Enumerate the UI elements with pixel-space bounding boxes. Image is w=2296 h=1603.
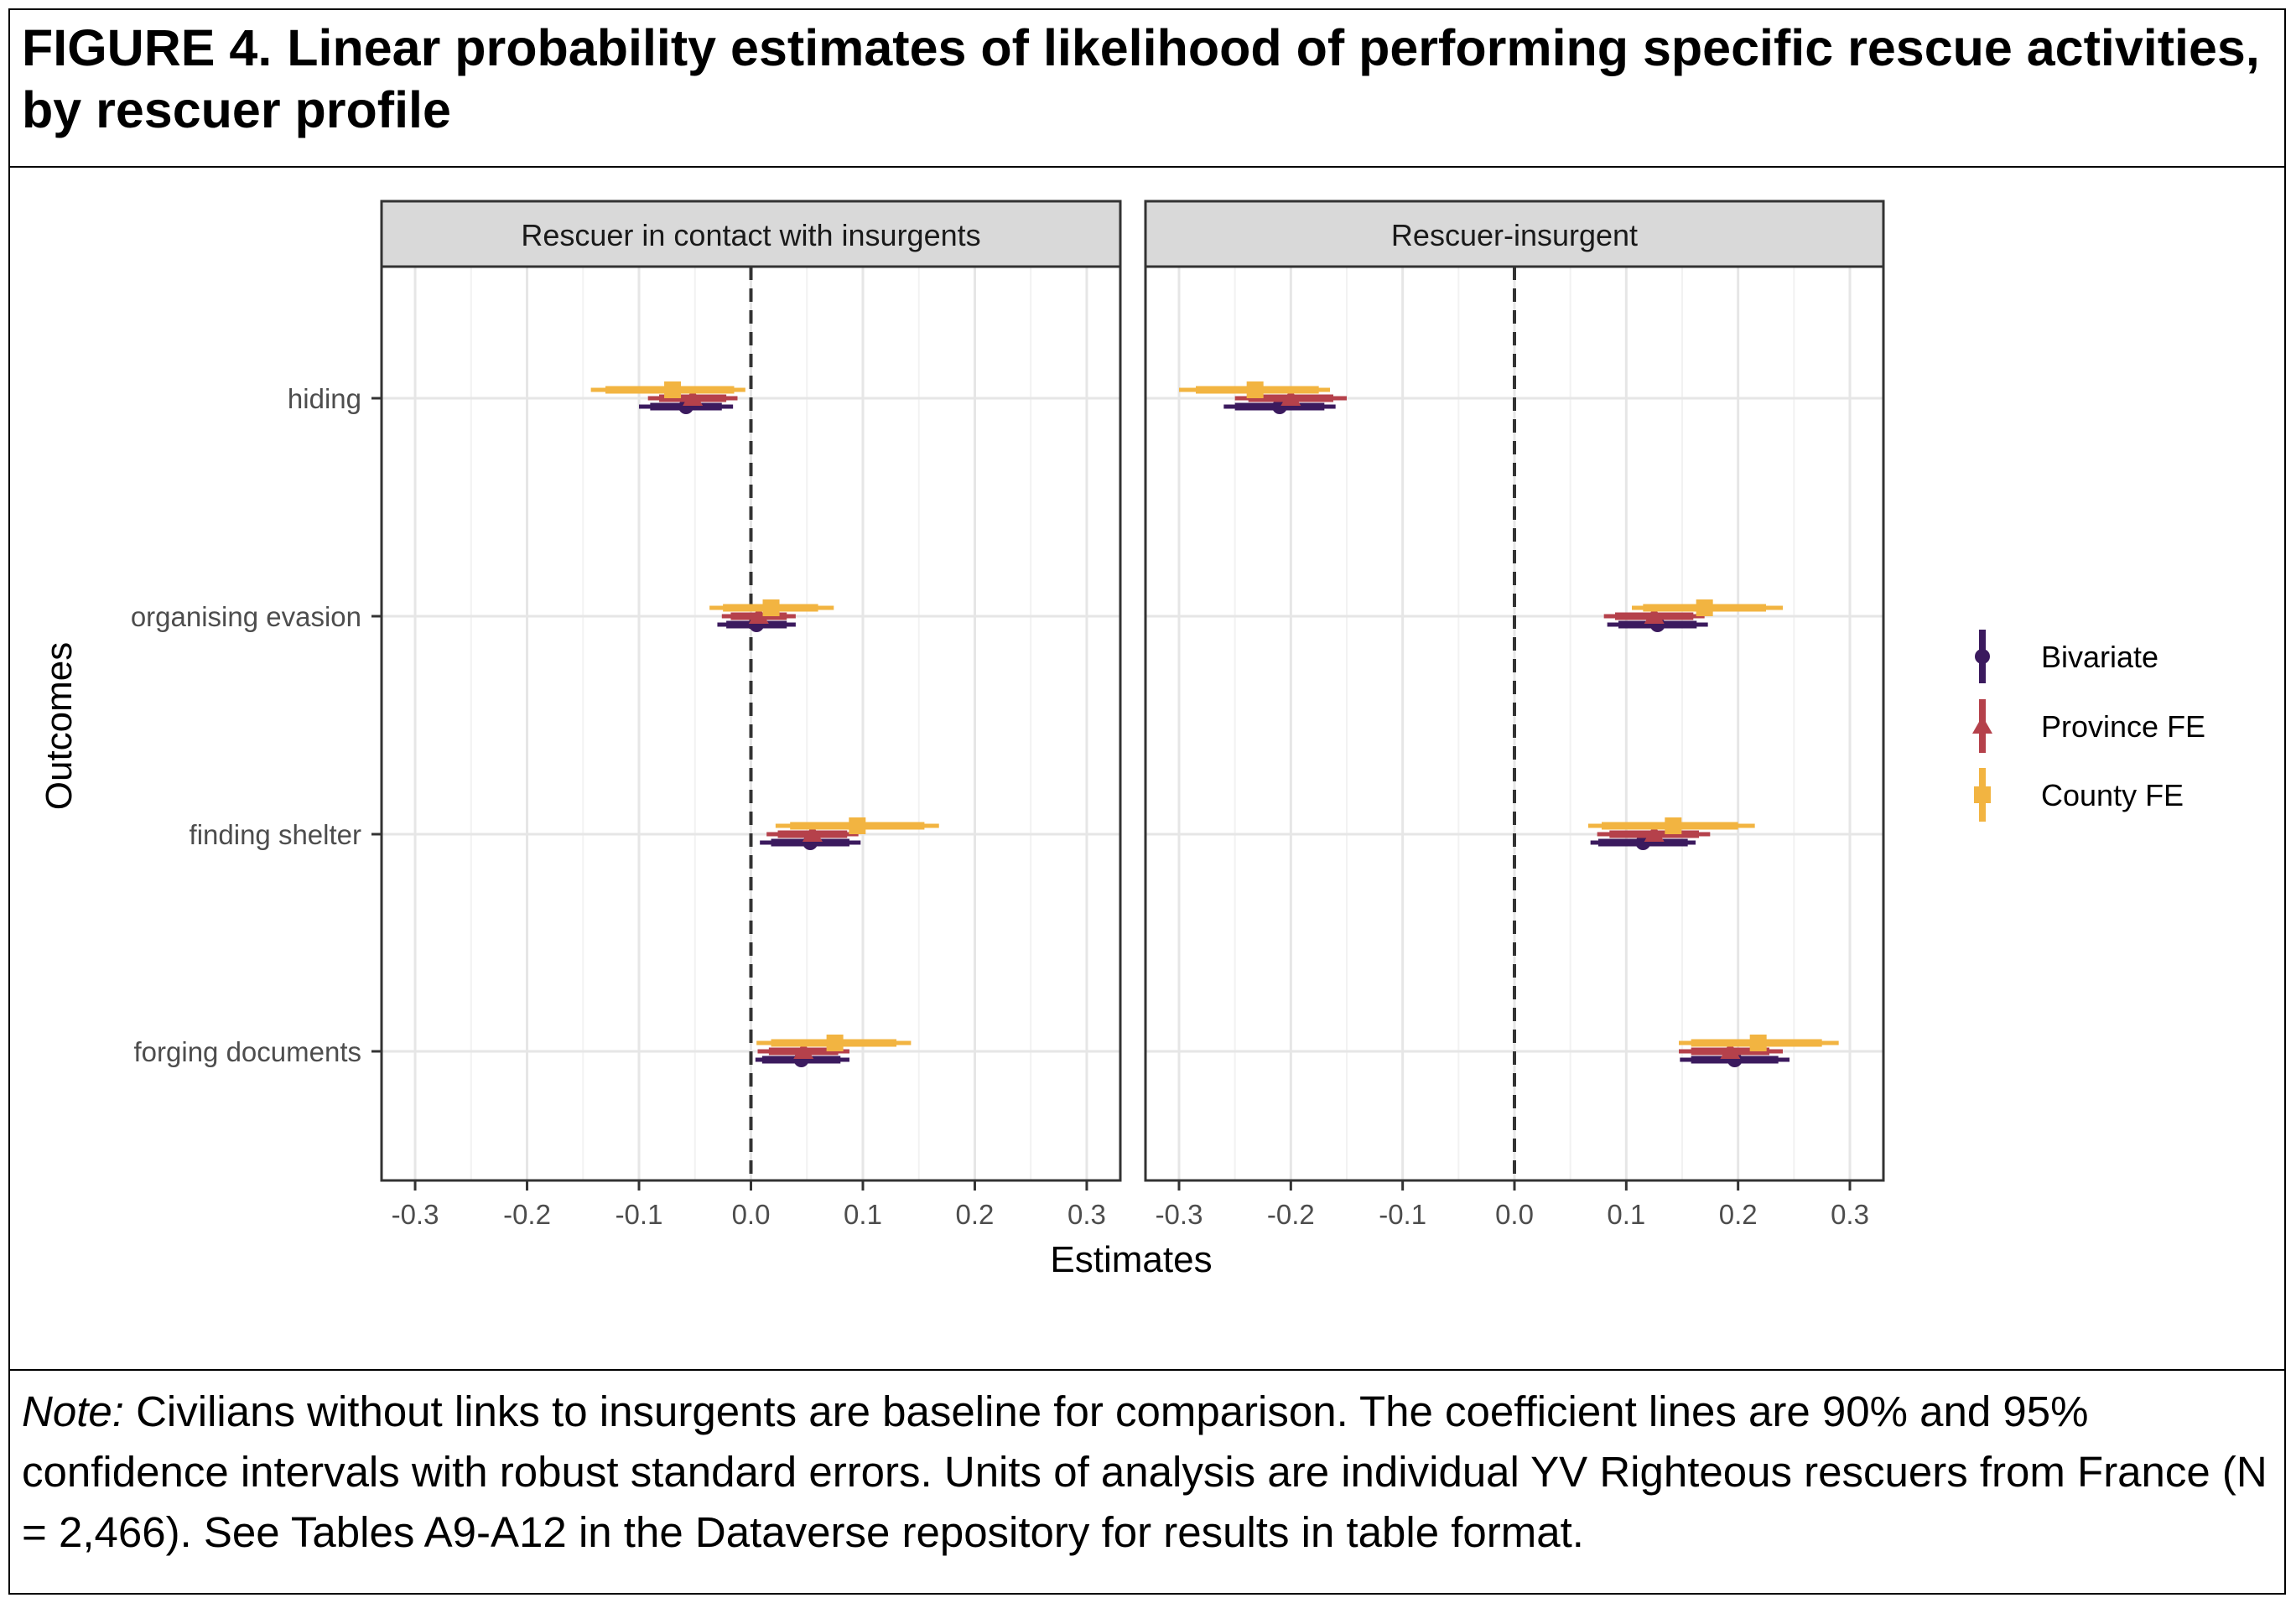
figure-label: FIGURE 4. <box>22 19 273 76</box>
legend-item-province-fe: Province FE <box>1972 699 2205 753</box>
x-tick-label: -0.2 <box>1267 1199 1315 1230</box>
estimate-point-forging-documents <box>1749 1035 1767 1051</box>
estimate-point-forging-documents <box>793 1041 814 1059</box>
x-axis-title: Estimates <box>1050 1239 1212 1280</box>
x-tick-label: 0.0 <box>732 1199 771 1230</box>
panel-rescuer-insurgent: Rescuer-insurgent <box>1144 200 1885 1182</box>
estimate-point-forging-documents <box>826 1035 844 1051</box>
x-tick-label: -0.1 <box>1379 1199 1426 1230</box>
figure-title: FIGURE 4. Linear probability estimates of… <box>22 17 2278 141</box>
x-tick-label: 0.2 <box>956 1199 995 1230</box>
y-category-label: forging documents <box>134 1036 362 1067</box>
legend-item-county-fe: County FE <box>1974 768 2184 822</box>
panel-title: Rescuer-insurgent <box>1391 218 1638 252</box>
x-tick-label: -0.1 <box>616 1199 663 1230</box>
estimate-point-finding-shelter <box>1644 824 1665 842</box>
figure-note: Note: Civilians without links to insurge… <box>22 1382 2278 1563</box>
y-axis-title: Outcomes <box>39 642 80 811</box>
legend-label: Province FE <box>2041 709 2205 744</box>
panel-strip <box>380 200 1122 268</box>
panel-title: Rescuer in contact with insurgents <box>521 218 980 252</box>
legend-key-marker <box>1974 786 1991 803</box>
estimate-point-organising-evasion <box>1644 606 1665 624</box>
legend-label: Bivariate <box>2041 640 2158 674</box>
estimate-point-finding-shelter <box>802 824 823 842</box>
note-label: Note: <box>22 1388 124 1435</box>
figure-frame <box>8 8 2286 1595</box>
x-tick-label: 0.3 <box>1067 1199 1106 1230</box>
estimate-point-hiding <box>664 381 682 398</box>
estimate-point-organising-evasion <box>748 606 769 624</box>
estimate-point-forging-documents <box>1720 1041 1741 1059</box>
series-county-fe <box>590 381 939 1051</box>
coefficient-plot: Rescuer in contact with insurgents Rescue… <box>39 200 2205 1280</box>
x-tick-label: -0.3 <box>392 1199 439 1230</box>
y-category-labels: hiding organising evasion finding shelter f… <box>131 383 382 1067</box>
legend-item-bivariate: Bivariate <box>1975 630 2158 683</box>
y-category-label: organising evasion <box>131 601 361 632</box>
x-tick-label: 0.1 <box>844 1199 882 1230</box>
estimate-point-hiding <box>1246 381 1264 398</box>
x-tick-label: 0.3 <box>1831 1199 1869 1230</box>
legend: Bivariate Province FE County FE <box>1972 630 2205 822</box>
x-tick-label: 0.0 <box>1495 1199 1534 1230</box>
legend-label: County FE <box>2041 778 2184 812</box>
note-rule <box>10 1369 2284 1371</box>
panel-rescuer-in-contact-with-insurgents: Rescuer in contact with insurgents <box>380 200 1122 1182</box>
panel-strip <box>1144 200 1885 268</box>
estimate-point-hiding <box>1280 388 1301 406</box>
estimate-point-hiding <box>683 388 704 406</box>
x-tick-label: -0.2 <box>503 1199 551 1230</box>
x-axis: -0.3 -0.2 -0.1 0.0 0.1 0.2 0.3 -0.3 -0.2 -0.1 0.0 0… <box>392 1180 1869 1230</box>
series-county-fe <box>1179 381 1839 1051</box>
y-category-label: finding shelter <box>190 819 361 850</box>
x-tick-label: 0.1 <box>1607 1199 1645 1230</box>
estimate-point-finding-shelter <box>849 817 866 834</box>
estimate-point-organising-evasion <box>762 599 780 616</box>
note-text: Civilians without links to insurgents ar… <box>22 1388 2267 1556</box>
title-rule <box>10 166 2284 168</box>
legend-key-marker <box>1972 716 1992 734</box>
plot-panels: Rescuer in contact with insurgents Rescue… <box>380 200 1885 1182</box>
x-tick-label: -0.3 <box>1156 1199 1203 1230</box>
series-bivariate <box>1223 399 1790 1067</box>
estimate-point-organising-evasion <box>1696 599 1713 616</box>
x-tick-label: 0.2 <box>1719 1199 1758 1230</box>
legend-key-marker <box>1975 649 1990 664</box>
estimate-point-finding-shelter <box>1665 817 1682 834</box>
figure-title-text: Linear probability estimates of likeliho… <box>22 19 2260 138</box>
y-category-label: hiding <box>288 383 361 414</box>
